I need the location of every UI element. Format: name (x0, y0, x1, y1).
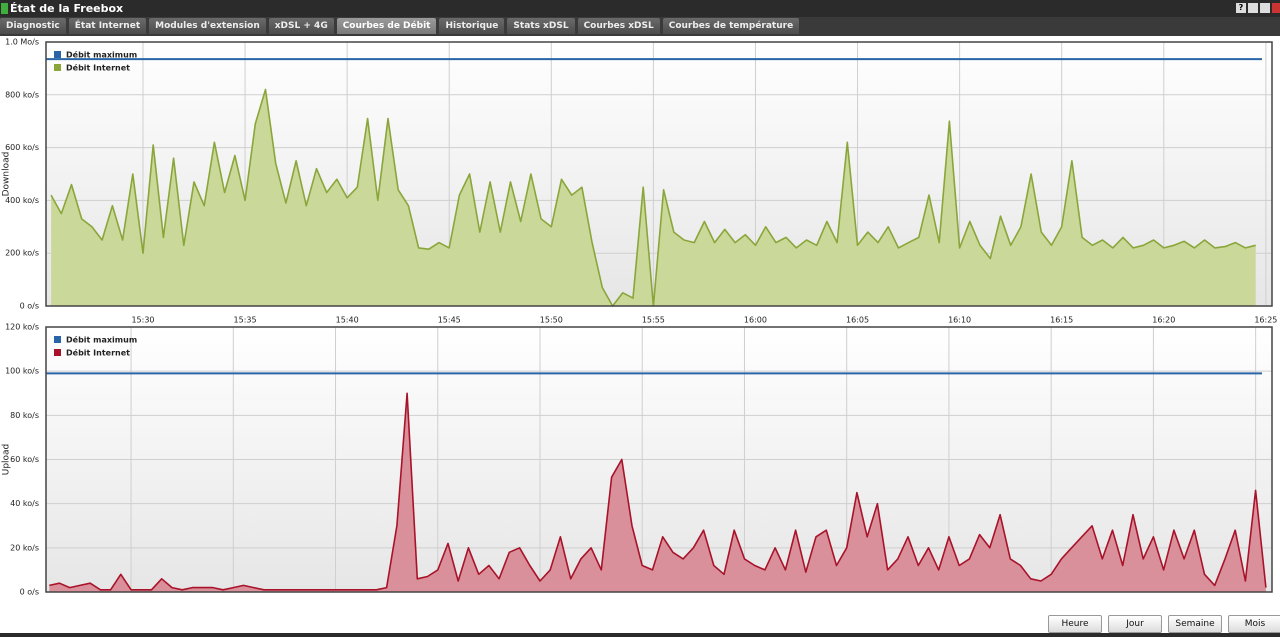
tab[interactable]: xDSL + 4G (268, 18, 334, 34)
app-icon (1, 3, 8, 14)
window-title: État de la Freebox (10, 2, 124, 15)
x-tick-label: 16:15 (1050, 316, 1073, 325)
period-button[interactable]: Mois (1228, 615, 1280, 633)
x-tick-label: 16:10 (948, 316, 971, 325)
legend-swatch (54, 336, 61, 343)
close-button[interactable] (1272, 3, 1280, 13)
y-tick-label: 60 ko/s (10, 455, 39, 464)
y-tick-label: 1.0 Mo/s (5, 38, 39, 47)
x-tick-label: 16:00 (744, 316, 767, 325)
legend-label: Débit Internet (66, 348, 130, 358)
minimize-button[interactable] (1248, 3, 1258, 13)
series-area (49, 393, 1266, 592)
tab[interactable]: Stats xDSL (507, 18, 575, 34)
legend-label: Débit Internet (66, 63, 130, 73)
period-button[interactable]: Jour (1108, 615, 1162, 633)
y-tick-label: 0 o/s (20, 588, 39, 597)
y-tick-label: 800 ko/s (5, 90, 39, 99)
period-buttons: Heure Jour Semaine Mois (1048, 615, 1280, 633)
y-tick-label: 200 ko/s (5, 249, 39, 258)
y-axis-title: Upload (2, 444, 12, 476)
legend-swatch (54, 51, 61, 58)
legend-label: Débit maximum (66, 50, 137, 60)
tab[interactable]: Diagnostic (0, 18, 66, 34)
tab[interactable]: Courbes de température (662, 18, 800, 34)
y-axis-title: Download (2, 152, 12, 197)
y-tick-label: 20 ko/s (10, 543, 39, 552)
tab-bar: Diagnostic État Internet Modules d'extensi… (0, 17, 1280, 36)
legend-swatch (54, 64, 61, 71)
plot-border (45, 41, 1273, 307)
title-bar: État de la Freebox ? (0, 0, 1280, 17)
legend-label: Débit maximum (66, 335, 137, 345)
x-tick-label: 15:30 (131, 316, 154, 325)
y-tick-label: 600 ko/s (5, 143, 39, 152)
charts: 0 o/s 200 ko/s 400 ko/s 600 ko/s 800 ko/s 1.0… (2, 38, 1278, 597)
legend-swatch (54, 349, 61, 356)
series-line (49, 392, 1267, 591)
tab[interactable]: Courbes de Débit (336, 18, 437, 34)
maximize-button[interactable] (1260, 3, 1270, 13)
y-tick-label: 100 ko/s (5, 367, 39, 376)
tab[interactable]: État Internet (68, 18, 147, 34)
x-tick-label: 16:05 (846, 316, 869, 325)
x-tick-label: 15:45 (438, 316, 461, 325)
y-tick-label: 0 o/s (20, 302, 39, 311)
x-tick-label: 15:55 (642, 316, 665, 325)
period-button[interactable]: Semaine (1168, 615, 1222, 633)
y-tick-label: 120 ko/s (5, 323, 39, 332)
x-tick-label: 15:50 (540, 316, 563, 325)
tab[interactable]: Courbes xDSL (577, 18, 660, 34)
x-tick-label: 16:25 (1254, 316, 1277, 325)
x-tick-label: 15:40 (336, 316, 359, 325)
y-tick-label: 80 ko/s (10, 411, 39, 420)
plot-border (45, 326, 1273, 593)
y-tick-label: 40 ko/s (10, 499, 39, 508)
period-button[interactable]: Heure (1048, 615, 1102, 633)
tab[interactable]: Historique (439, 18, 505, 34)
footer-bar (0, 633, 1280, 637)
help-button[interactable]: ? (1236, 3, 1246, 13)
series-area (51, 89, 1256, 306)
x-tick-label: 15:35 (234, 316, 257, 325)
y-tick-label: 400 ko/s (5, 196, 39, 205)
x-tick-label: 16:20 (1152, 316, 1175, 325)
tab[interactable]: Modules d'extension (149, 18, 266, 34)
